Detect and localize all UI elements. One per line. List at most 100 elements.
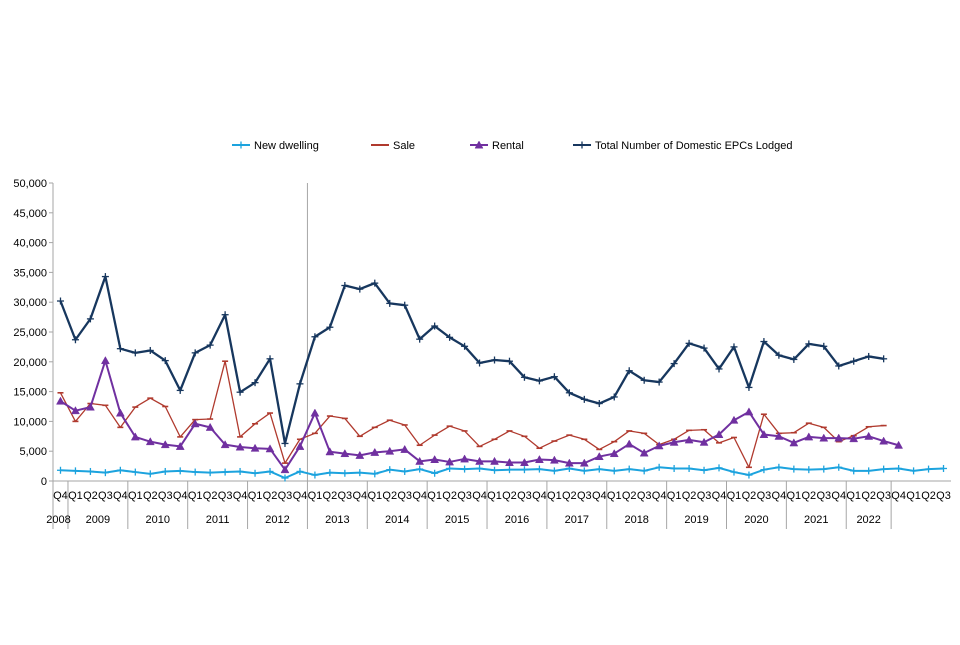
data-point-total-number-of-domestic-epcs-lodged [71,336,79,344]
data-point-new-dwelling [655,463,663,471]
data-point-new-dwelling [266,467,274,475]
data-point-new-dwelling [700,466,708,474]
x-category-label: Q2 [263,490,278,502]
data-point-total-number-of-domestic-epcs-lodged [101,273,109,281]
x-year-label: 2018 [624,514,648,526]
data-point-total-number-of-domestic-epcs-lodged [311,333,319,341]
data-point-rental [430,455,440,463]
x-category-label: Q3 [278,490,293,502]
x-category-label: Q1 [607,490,622,502]
data-point-rental [190,419,200,428]
data-point-rental [534,455,544,463]
data-point-new-dwelling [251,469,259,477]
data-point-total-number-of-domestic-epcs-lodged [446,333,454,341]
x-category-label: Q2 [442,490,457,502]
data-point-rental [714,429,724,438]
data-point-rental [864,431,874,440]
data-point-rental [355,450,365,459]
data-point-rental [280,465,290,474]
y-tick-label: 45,000 [13,208,47,220]
data-point-new-dwelling [880,465,888,473]
x-category-label: Q4 [352,490,367,502]
data-point-new-dwelling [685,464,693,472]
y-tick-label: 0 [41,476,47,488]
legend-marker [578,141,586,149]
data-point-total-number-of-domestic-epcs-lodged [715,365,723,373]
x-category-label: Q1 [487,490,502,502]
data-point-new-dwelling [910,467,918,475]
x-category-label: Q1 [727,490,742,502]
data-point-rental [894,440,904,449]
data-point-total-number-of-domestic-epcs-lodged [880,355,888,363]
data-point-rental [265,444,275,453]
legend-label: New dwelling [254,140,319,152]
x-category-label: Q3 [457,490,472,502]
x-category-label: Q2 [502,490,517,502]
data-point-rental [385,446,395,455]
data-point-new-dwelling [341,469,349,477]
data-point-new-dwelling [715,464,723,472]
x-category-label: Q2 [682,490,697,502]
data-point-rental [415,456,425,465]
data-point-total-number-of-domestic-epcs-lodged [416,335,424,343]
data-point-new-dwelling [86,467,94,475]
data-point-rental [804,432,814,441]
series-new-dwelling [56,463,948,482]
x-year-label: 2012 [265,514,289,526]
x-year-label: 2014 [385,514,409,526]
data-point-rental [669,437,679,446]
x-category-label: Q4 [532,490,547,502]
data-point-rental [220,440,230,449]
legend-label: Total Number of Domestic EPCs Lodged [595,140,792,152]
x-category-label: Q3 [338,490,353,502]
x-year-label: 2015 [445,514,469,526]
data-point-total-number-of-domestic-epcs-lodged [191,349,199,357]
data-point-rental [684,435,694,444]
data-point-rental [564,458,574,467]
data-point-total-number-of-domestic-epcs-lodged [610,393,618,401]
data-point-rental [445,457,455,466]
data-point-rental [549,455,559,464]
data-point-total-number-of-domestic-epcs-lodged [326,323,334,331]
x-category-label: Q1 [906,490,921,502]
y-tick-label: 40,000 [13,238,47,250]
series-line-sale [59,360,884,468]
x-category-label: Q3 [98,490,113,502]
x-year-label: 2016 [505,514,529,526]
legend-item-new-dwelling: New dwelling [232,140,319,152]
x-category-label: Q3 [876,490,891,502]
data-point-new-dwelling [925,465,933,473]
data-point-rental [789,438,799,447]
data-point-rental [235,442,245,451]
x-category-label: Q2 [323,490,338,502]
data-point-rental [71,406,80,415]
data-point-new-dwelling [131,468,139,476]
data-point-rental [205,422,215,431]
data-point-total-number-of-domestic-epcs-lodged [386,299,394,307]
x-category-label: Q2 [861,490,876,502]
x-category-label: Q4 [233,490,248,502]
x-category-label: Q4 [891,490,906,502]
y-tick-label: 15,000 [13,387,47,399]
data-point-total-number-of-domestic-epcs-lodged [116,345,124,353]
data-point-total-number-of-domestic-epcs-lodged [476,359,484,367]
data-point-new-dwelling [805,466,813,474]
x-category-label: Q4 [412,490,427,502]
data-point-rental [115,408,125,417]
x-year-label: 2011 [206,514,230,526]
data-point-total-number-of-domestic-epcs-lodged [236,388,244,396]
data-point-new-dwelling [236,467,244,475]
series-rental [56,356,904,474]
data-point-total-number-of-domestic-epcs-lodged [700,344,708,352]
x-category-label: Q1 [68,490,83,502]
data-point-new-dwelling [371,470,379,478]
data-point-total-number-of-domestic-epcs-lodged [161,357,169,365]
data-point-rental [594,452,604,461]
x-category-label: Q1 [128,490,143,502]
data-point-rental [160,440,170,449]
x-year-label: 2020 [744,514,768,526]
data-point-new-dwelling [476,464,484,472]
x-category-label: Q3 [637,490,652,502]
data-point-rental [654,441,664,450]
